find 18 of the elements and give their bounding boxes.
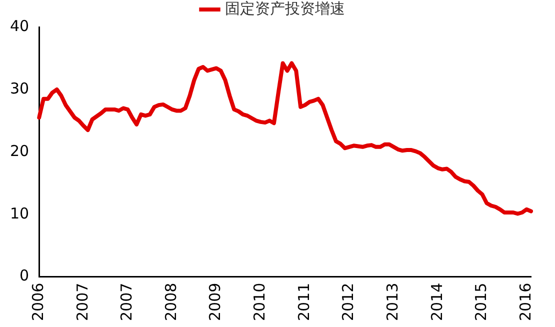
y-tick-label: 0 <box>20 266 30 285</box>
x-tick-label: 2014 <box>428 282 446 322</box>
y-tick-label: 20 <box>10 142 30 160</box>
y-tick-label: 40 <box>10 16 30 35</box>
legend-label: 固定资产投资增速 <box>224 0 345 18</box>
y-tick-label: 10 <box>10 204 30 222</box>
x-tick-label: 2013 <box>384 282 402 322</box>
x-tick-label: 2007 <box>73 282 92 322</box>
x-tick-label: 2016 <box>516 282 534 322</box>
x-tick-label: 2012 <box>339 282 358 322</box>
x-tick-label: 2009 <box>206 282 224 322</box>
x-tick-label: 2007 <box>118 282 136 322</box>
x-tick-label: 2006 <box>28 282 47 322</box>
x-tick-label: 2008 <box>162 282 180 322</box>
x-tick-label: 2015 <box>472 282 490 322</box>
x-tick-label: 2010 <box>250 282 269 322</box>
y-tick-label: 30 <box>10 79 30 98</box>
x-tick-label: 2011 <box>294 282 313 322</box>
